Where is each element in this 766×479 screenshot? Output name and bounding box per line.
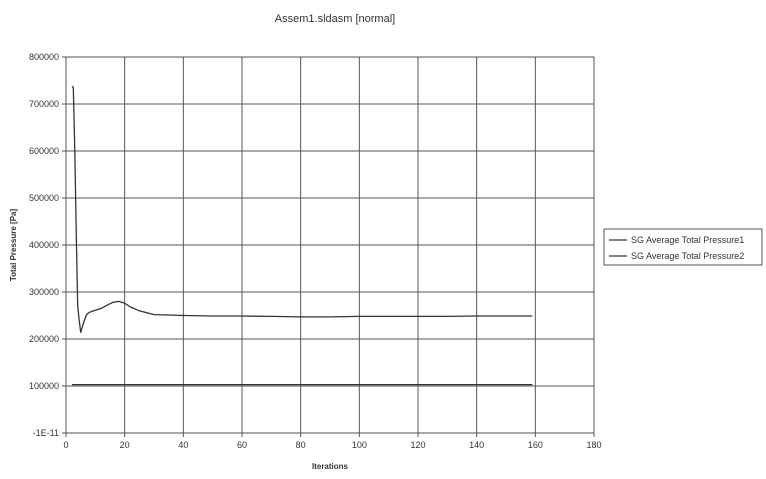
x-tick-label: 160 <box>528 440 543 450</box>
y-tick-label: 200000 <box>29 334 59 344</box>
y-tick-label: 100000 <box>29 381 59 391</box>
legend-label-series-1: SG Average Total Pressure1 <box>631 235 744 245</box>
y-tick-label: 700000 <box>29 99 59 109</box>
x-tick-label: 120 <box>410 440 425 450</box>
chart-title: Assem1.sldasm [normal] <box>275 13 395 25</box>
y-tick-label: 400000 <box>29 240 59 250</box>
legend-box <box>603 228 763 266</box>
y-tick-label: 500000 <box>29 193 59 203</box>
series-line-1 <box>71 85 533 334</box>
gridlines <box>66 57 595 433</box>
legend: SG Average Total Pressure1 SG Average To… <box>603 228 763 266</box>
x-tick-label: 20 <box>120 440 130 450</box>
x-axis-title: Iterations <box>312 462 349 471</box>
x-tick-label: 80 <box>296 440 306 450</box>
series-lines <box>71 85 533 386</box>
legend-label-series-2: SG Average Total Pressure2 <box>631 251 744 261</box>
y-tick-label: 800000 <box>29 52 59 62</box>
x-tick-label: 0 <box>63 440 68 450</box>
y-tick-label: 600000 <box>29 146 59 156</box>
tick-labels: 0 20 40 60 80 100 120 140 160 180 -1E-11 100000 2000… <box>29 52 602 450</box>
x-tick-label: 140 <box>469 440 484 450</box>
y-tick-label: -1E-11 <box>33 428 59 438</box>
y-axis-title: Total Pressure [Pa] <box>9 209 18 282</box>
x-tick-label: 60 <box>237 440 247 450</box>
y-tick-label: 300000 <box>29 287 59 297</box>
x-tick-label: 180 <box>586 440 601 450</box>
x-tick-label: 100 <box>352 440 367 450</box>
x-tick-label: 40 <box>178 440 188 450</box>
